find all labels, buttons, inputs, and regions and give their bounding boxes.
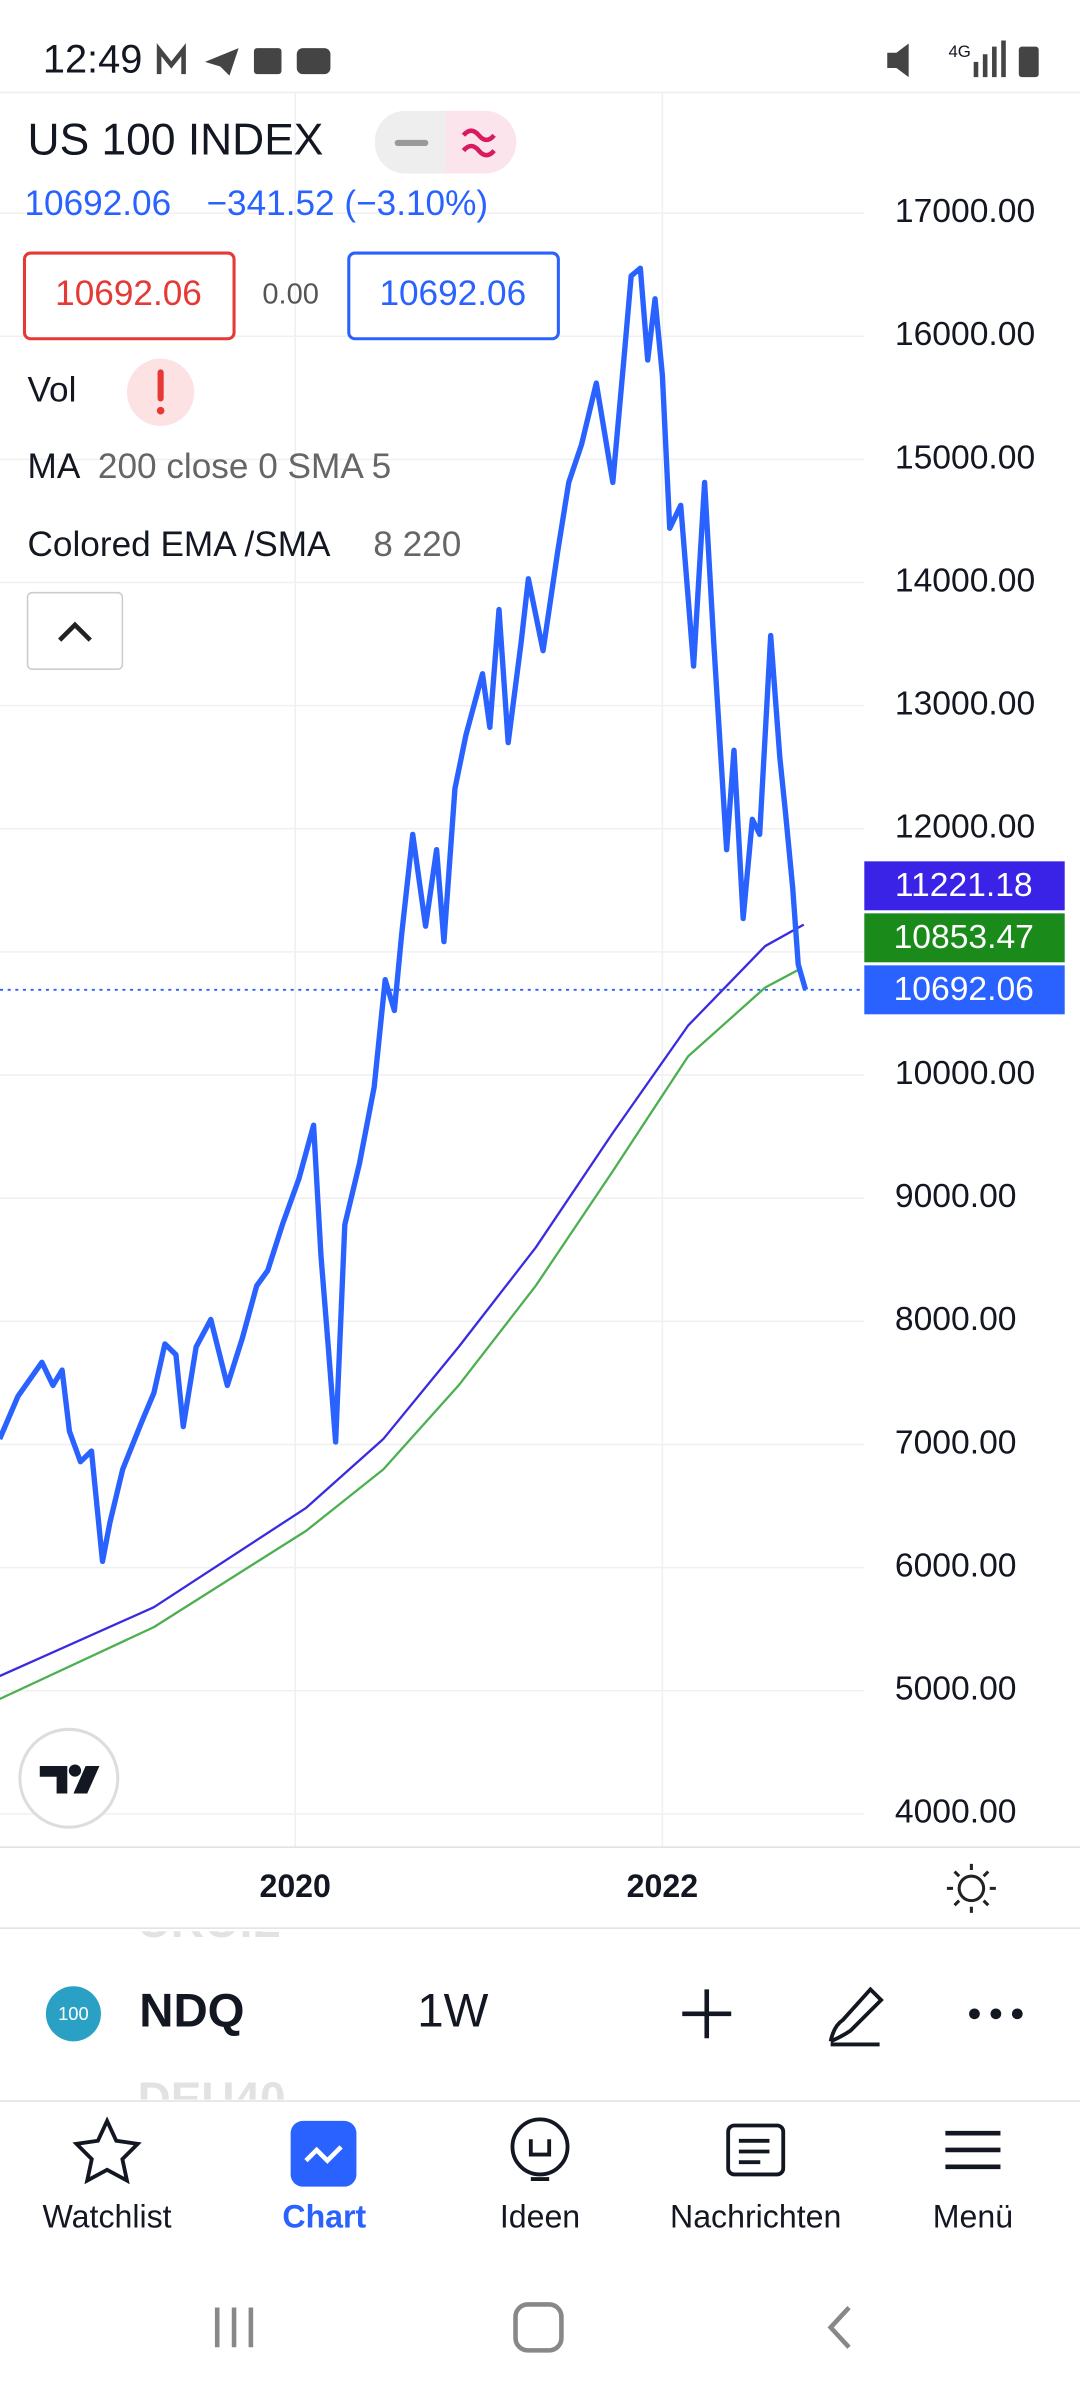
collapse-button[interactable] [26, 591, 124, 670]
news-icon [738, 2138, 770, 2165]
y-tick-label: 16000.00 [895, 316, 1035, 353]
ideas-icon [528, 2139, 552, 2181]
toggle-icon [461, 128, 496, 158]
y-tick-label: 17000.00 [895, 193, 1035, 230]
x-tick-label: 2020 [259, 1868, 330, 1904]
draw-button[interactable] [828, 1986, 884, 2047]
buy-price[interactable]: 10692.06 [379, 274, 526, 313]
indicator-name[interactable]: Vol [28, 371, 77, 410]
y-tick-label: 14000.00 [895, 562, 1035, 599]
price-line [0, 265, 809, 1565]
toggle-active[interactable] [445, 110, 517, 174]
indicator-name[interactable]: MA [28, 447, 81, 486]
y-tick-label: 9000.00 [895, 1178, 1017, 1215]
chart-icon [304, 2145, 343, 2164]
menu-icon[interactable] [945, 2130, 1001, 2170]
y-tick-label: 13000.00 [895, 686, 1035, 723]
bottom-navigation: Watchlist Chart Ideen Nachrichten Menü [43, 2198, 1014, 2234]
price-tag-label: 10853.47 [894, 919, 1034, 956]
sell-price[interactable]: 10692.06 [55, 274, 202, 313]
nav-label[interactable]: Watchlist [43, 2198, 172, 2234]
symbol-title: US 100 INDEX [28, 116, 324, 165]
x-tick-label: 2022 [627, 1868, 698, 1904]
chart-plot: 4000.00 5000.00 6000.00 7000.00 8000.00 9000.… [0, 92, 1065, 1904]
spread: 0.00 [262, 279, 319, 311]
last-price: 10692.06 [24, 184, 171, 223]
y-tick-label: 6000.00 [895, 1547, 1017, 1584]
background-symbol: UKOIL [138, 1895, 281, 1947]
status-network: 4G [948, 42, 970, 61]
y-tick-label: 12000.00 [895, 809, 1035, 846]
y-tick-label: 7000.00 [895, 1424, 1017, 1461]
warning-icon [156, 406, 165, 415]
indicator-params: 200 close 0 SMA 5 [98, 447, 391, 486]
ideas-icon[interactable] [510, 2117, 570, 2177]
price-tag [864, 861, 1065, 911]
indicator-name[interactable]: Colored EMA /SMA [28, 525, 332, 564]
y-tick-label: 8000.00 [895, 1301, 1017, 1338]
y-tick-label: 15000.00 [895, 439, 1035, 476]
y-tick-label: 4000.00 [895, 1794, 1017, 1831]
price-tag-label: 10692.06 [894, 971, 1034, 1008]
add-button[interactable] [682, 1989, 732, 2039]
theme-icon[interactable] [946, 1863, 996, 1913]
price-tag [864, 913, 1065, 963]
price-change: −341.52 (−3.10%) [207, 184, 489, 223]
more-button[interactable] [969, 2008, 1023, 2020]
price-tag [864, 965, 1065, 1015]
collapse-icon [58, 621, 92, 642]
nav-label[interactable]: Menü [933, 2198, 1013, 2234]
sell-button[interactable] [22, 251, 236, 341]
nav-label[interactable]: Nachrichten [670, 2198, 841, 2234]
system-back[interactable] [827, 2305, 851, 2349]
symbol-selector[interactable]: NDQ [139, 1984, 244, 2037]
tradingview-logo [39, 1766, 100, 1794]
y-tick-label: 5000.00 [895, 1671, 1017, 1708]
buy-button[interactable] [347, 251, 560, 341]
chart-style-toggle[interactable] [374, 110, 517, 174]
moving-average-line [0, 968, 799, 1701]
indicator-params: 8 220 [373, 525, 461, 564]
interval-selector[interactable]: 1W [417, 1984, 488, 2037]
symbol-badge[interactable] [45, 1986, 101, 2042]
nav-label[interactable]: Ideen [500, 2198, 580, 2234]
tradingview-logo[interactable] [18, 1727, 120, 1829]
nav-label[interactable]: Chart [282, 2198, 366, 2234]
background-symbol: DEU40 [138, 2073, 286, 2125]
price-tag-label: 11221.18 [895, 867, 1033, 904]
status-icons [156, 40, 1039, 78]
status-time: 12:49 [43, 37, 143, 81]
watchlist-icon[interactable] [72, 2116, 142, 2185]
tradingview-logo [68, 1764, 82, 1777]
news-icon[interactable] [726, 2123, 786, 2177]
y-tick-label: 10000.00 [895, 1055, 1035, 1092]
symbol-badge-text: 100 [58, 2003, 89, 2024]
moving-average-line [0, 923, 805, 1678]
system-recents[interactable] [214, 2307, 254, 2348]
system-home[interactable] [513, 2302, 564, 2353]
